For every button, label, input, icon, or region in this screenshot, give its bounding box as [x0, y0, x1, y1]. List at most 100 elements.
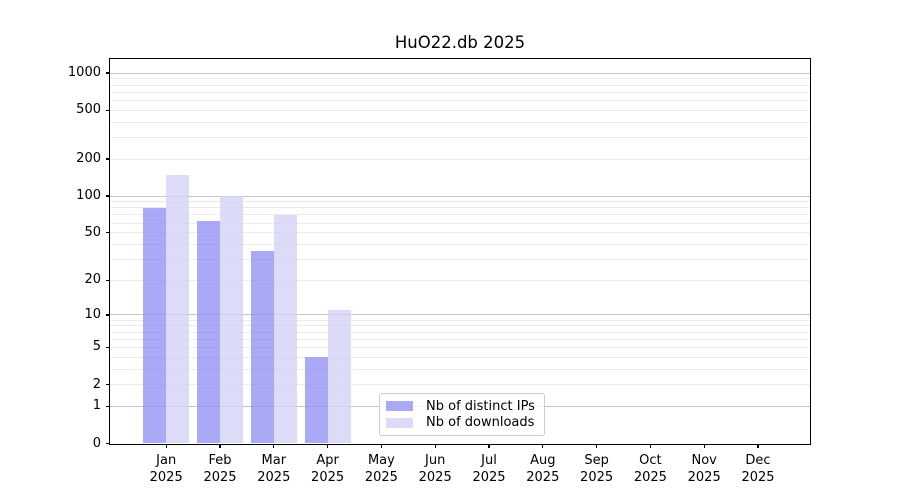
bars-layer — [110, 59, 810, 444]
x-tick-month: Jun — [425, 452, 446, 468]
x-tick-year: 2025 — [580, 469, 614, 485]
x-tick-year: 2025 — [418, 469, 452, 485]
x-tick-label-jul: Jul 2025 — [459, 452, 519, 486]
bar-feb-downloads — [220, 196, 243, 444]
legend: Nb of distinct IPs Nb of downloads — [379, 393, 545, 436]
x-tick-mark-jul — [488, 443, 490, 448]
gridline-minor-900 — [110, 78, 810, 80]
y-tick-label-100: 100 — [76, 188, 101, 204]
x-tick-month: Nov — [691, 452, 717, 468]
x-tick-month: Oct — [639, 452, 662, 468]
gridline-minor-500 — [110, 109, 810, 111]
x-tick-label-oct: Oct 2025 — [620, 452, 680, 486]
gridline-minor-30 — [110, 258, 810, 260]
x-tick-label-feb: Feb 2025 — [190, 452, 250, 486]
x-tick-year: 2025 — [257, 469, 291, 485]
legend-swatch-downloads — [386, 417, 413, 428]
y-tick-label-2: 2 — [92, 376, 101, 392]
y-tick-mark-2 — [105, 383, 110, 386]
x-tick-year: 2025 — [741, 469, 775, 485]
x-tick-mark-feb — [219, 443, 221, 448]
gridline-minor-4 — [110, 356, 810, 358]
x-tick-year: 2025 — [364, 469, 398, 485]
gridline-minor-800 — [110, 84, 810, 86]
bar-apr-downloads — [327, 310, 351, 444]
bar-jan-downloads — [166, 175, 190, 444]
x-tick-month: Mar — [261, 452, 287, 468]
x-tick-year: 2025 — [687, 469, 721, 485]
bar-mar-distinct-ips — [250, 251, 274, 444]
y-tick-mark-500 — [105, 109, 110, 111]
bar-feb-distinct-ips — [197, 220, 220, 444]
x-tick-year: 2025 — [311, 469, 345, 485]
y-tick-mark-20 — [105, 279, 110, 281]
y-tick-mark-100 — [105, 195, 110, 197]
bar-mar-downloads — [273, 214, 297, 444]
gridline-minor-2 — [110, 384, 810, 386]
y-tick-label-1: 1 — [92, 398, 101, 414]
gridline-minor-60 — [110, 222, 810, 224]
y-tick-label-20: 20 — [84, 272, 101, 288]
gridline-minor-70 — [110, 214, 810, 216]
y-tick-label-10: 10 — [84, 306, 101, 322]
x-tick-label-dec: Dec 2025 — [728, 452, 788, 486]
y-tick-mark-10 — [105, 314, 110, 316]
x-tick-mark-nov — [703, 443, 705, 448]
x-tick-month: Aug — [530, 452, 556, 468]
gridline-minor-200 — [110, 158, 810, 160]
y-tick-label-50: 50 — [84, 224, 101, 240]
x-tick-mark-mar — [273, 443, 275, 448]
x-tick-label-sep: Sep 2025 — [567, 452, 627, 486]
gridline-minor-600 — [110, 99, 810, 101]
gridline-minor-5 — [110, 346, 810, 348]
x-tick-year: 2025 — [203, 469, 237, 485]
gridline-minor-20 — [110, 279, 810, 281]
gridline-minor-90 — [110, 201, 810, 203]
x-tick-year: 2025 — [526, 469, 560, 485]
plot-area — [109, 58, 811, 445]
gridline-major-1000 — [110, 72, 810, 74]
gridline-minor-7 — [110, 331, 810, 333]
x-tick-mark-jan — [165, 443, 167, 448]
gridline-minor-300 — [110, 136, 810, 138]
gridline-minor-6 — [110, 338, 810, 340]
x-tick-label-aug: Aug 2025 — [513, 452, 573, 486]
x-tick-year: 2025 — [633, 469, 667, 485]
y-tick-label-0: 0 — [92, 435, 101, 451]
gridline-minor-400 — [110, 121, 810, 123]
gridline-minor-40 — [110, 243, 810, 245]
gridline-minor-8 — [110, 325, 810, 327]
y-tick-mark-5 — [105, 346, 110, 349]
y-tick-label-1000: 1000 — [67, 65, 101, 81]
y-tick-label-500: 500 — [76, 102, 101, 118]
gridline-minor-9 — [110, 319, 810, 321]
x-tick-label-apr: Apr 2025 — [298, 452, 358, 486]
x-tick-year: 2025 — [149, 469, 183, 485]
x-tick-month: Sep — [584, 452, 609, 468]
chart-title: HuO22.db 2025 — [394, 33, 526, 52]
y-tick-label-5: 5 — [92, 339, 101, 355]
x-tick-month: Jan — [156, 452, 177, 468]
gridline-minor-3 — [110, 368, 810, 370]
legend-label: Nb of downloads — [426, 415, 535, 431]
gridlines-layer — [110, 59, 810, 444]
gridline-major-100 — [110, 195, 810, 197]
x-tick-month: Feb — [208, 452, 232, 468]
legend-label: Nb of distinct IPs — [426, 398, 535, 414]
x-tick-label-jun: Jun 2025 — [405, 452, 465, 486]
y-tick-mark-50 — [105, 232, 110, 234]
legend-entry-distinct-ips: Nb of distinct IPs — [386, 398, 536, 415]
x-tick-month: Jul — [481, 452, 497, 468]
x-tick-label-nov: Nov 2025 — [674, 452, 734, 486]
gridline-major-10 — [110, 314, 810, 316]
gridline-minor-700 — [110, 91, 810, 93]
legend-swatch-distinct-ips — [386, 401, 413, 412]
bar-jan-distinct-ips — [143, 207, 167, 444]
x-tick-mark-dec — [757, 443, 759, 448]
x-tick-year: 2025 — [472, 469, 506, 485]
x-tick-mark-apr — [326, 443, 329, 448]
y-tick-mark-0 — [105, 442, 110, 445]
x-tick-mark-sep — [595, 443, 598, 448]
x-tick-label-mar: Mar 2025 — [244, 452, 304, 486]
